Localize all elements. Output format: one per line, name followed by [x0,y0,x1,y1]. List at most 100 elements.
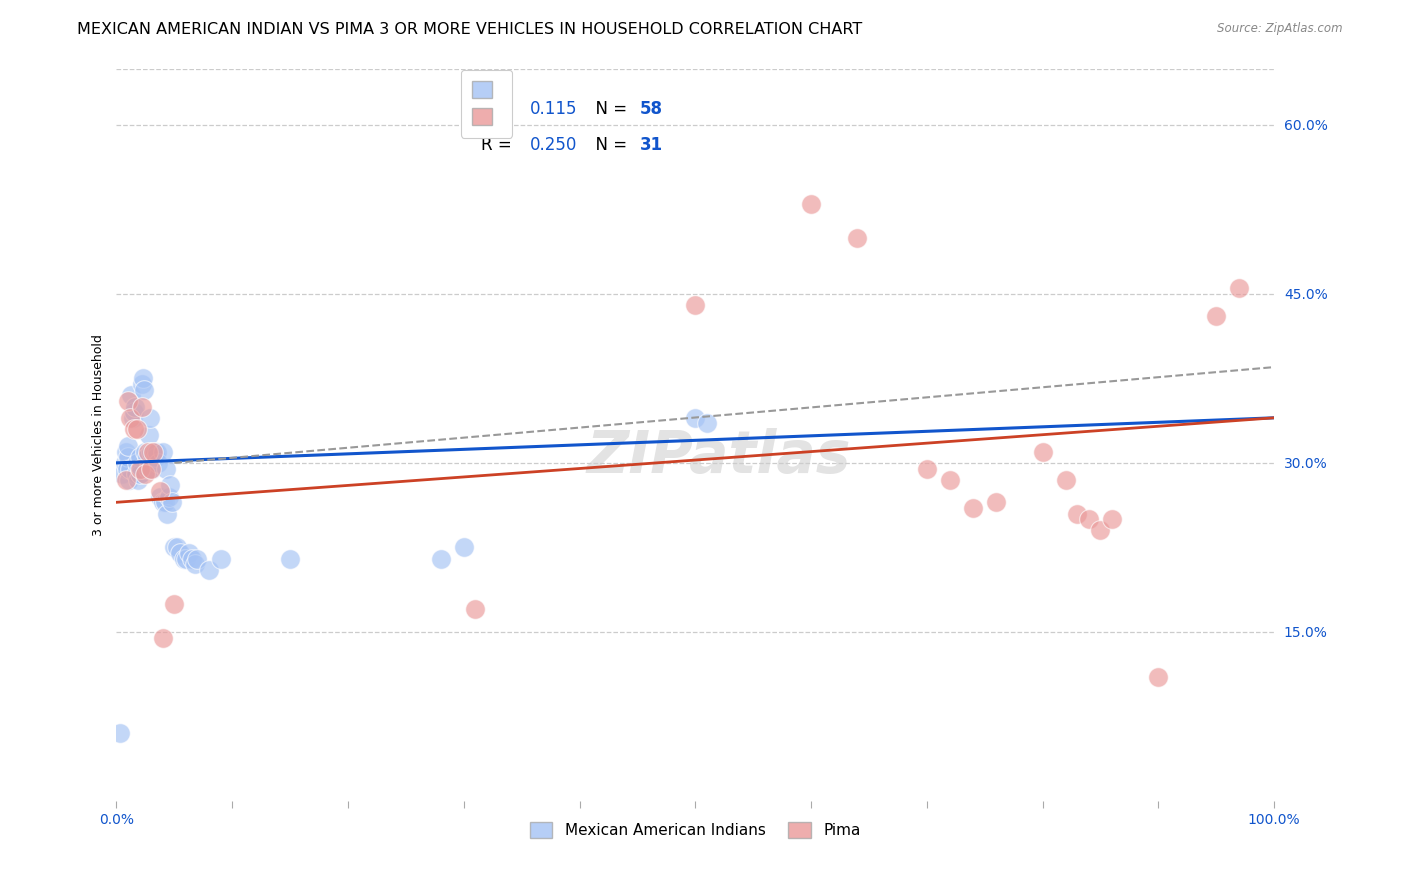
Point [142,444,165,458]
Point [429,551,451,566]
Point [131,376,153,391]
Point [122,405,145,419]
Point [156,507,179,521]
Point [169,546,191,560]
Point [134,467,156,482]
Point [134,444,156,458]
Point [159,478,181,492]
Point [141,461,163,475]
Point [915,461,938,475]
Point [685,298,707,312]
Point [141,444,163,458]
Text: MEXICAN AMERICAN INDIAN VS PIMA 3 OR MORE VEHICLES IN HOUSEHOLD CORRELATION CHAR: MEXICAN AMERICAN INDIAN VS PIMA 3 OR MOR… [77,22,862,37]
Point [121,410,143,425]
Text: 0.115: 0.115 [530,100,578,118]
Point [1090,524,1112,538]
Point [138,427,160,442]
Text: 58: 58 [640,100,662,118]
Point [179,546,201,560]
Point [136,444,159,458]
Point [1205,310,1227,324]
Point [120,410,142,425]
Point [152,495,174,509]
Point [163,541,186,555]
Point [136,461,159,475]
Point [166,541,188,555]
Point [174,551,197,566]
Point [198,563,221,577]
Text: 31: 31 [640,136,662,154]
Point [118,473,141,487]
Point [141,461,163,475]
Point [173,551,195,566]
Point [846,230,869,244]
Text: 0.250: 0.250 [530,136,576,154]
Point [129,461,152,475]
Point [800,196,823,211]
Point [1054,473,1077,487]
Point [962,500,984,515]
Point [149,490,172,504]
Point [464,602,486,616]
Point [128,450,150,465]
Point [143,444,166,458]
Point [180,551,202,566]
Point [132,371,155,385]
Point [278,551,301,566]
Point [139,410,162,425]
Point [1066,507,1088,521]
Point [186,551,208,566]
Point [117,450,139,465]
Point [111,467,134,482]
Point [696,417,718,431]
Point [115,461,138,475]
Point [209,551,232,566]
Text: R =: R = [481,136,517,154]
Point [128,461,150,475]
Text: Source: ZipAtlas.com: Source: ZipAtlas.com [1218,22,1343,36]
Point [986,495,1008,509]
Point [1032,444,1054,458]
Point [125,467,148,482]
Point [685,410,707,425]
Text: ZIPatlas: ZIPatlas [586,428,851,485]
Point [124,400,146,414]
Point [135,450,157,465]
Point [157,490,180,504]
Point [114,473,136,487]
Point [146,456,169,470]
Point [120,461,142,475]
Point [127,422,149,436]
Point [453,541,475,555]
Point [127,456,149,470]
Point [1147,670,1170,684]
Point [145,450,167,465]
Point [1229,281,1251,295]
Point [152,444,174,458]
Point [163,597,186,611]
Point [117,393,139,408]
Point [146,444,169,458]
Point [131,400,153,414]
Point [1101,512,1123,526]
Point [122,422,145,436]
Point [153,495,176,509]
Point [127,473,149,487]
Point [114,456,136,470]
Y-axis label: 3 or more Vehicles in Household: 3 or more Vehicles in Household [93,334,105,535]
Point [134,383,156,397]
Text: N =: N = [585,100,633,118]
Point [155,461,177,475]
Point [152,631,174,645]
Point [1077,512,1099,526]
Legend: Mexican American Indians, Pima: Mexican American Indians, Pima [523,816,868,845]
Point [939,473,962,487]
Text: N =: N = [585,136,633,154]
Point [184,558,207,572]
Point [149,483,172,498]
Point [121,388,143,402]
Text: R =: R = [481,100,517,118]
Point [160,495,183,509]
Point [108,726,131,740]
Point [128,467,150,482]
